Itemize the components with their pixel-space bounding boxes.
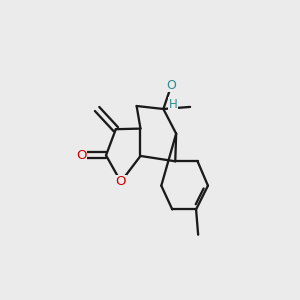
Text: H: H bbox=[169, 98, 177, 111]
Text: O: O bbox=[116, 175, 126, 188]
Text: O: O bbox=[167, 79, 176, 92]
Text: O: O bbox=[76, 149, 86, 162]
